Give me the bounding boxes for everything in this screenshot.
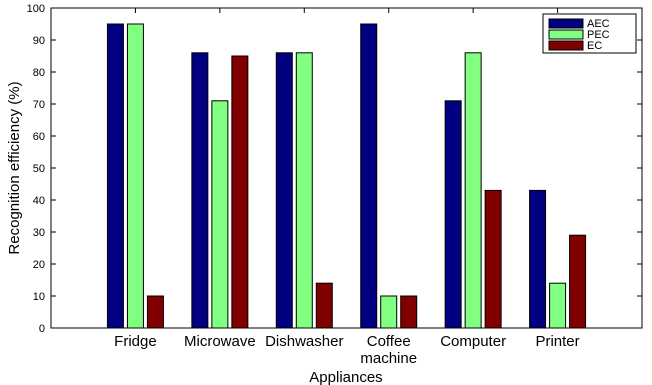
bar-aec-0 (106, 23, 124, 329)
bar-aec-5 (529, 189, 547, 329)
y-tick-label: 20 (33, 259, 45, 271)
bar-pec-4 (464, 52, 482, 329)
bar-aec-2 (275, 52, 293, 329)
y-axis-ticks: 0 10 20 30 40 50 60 70 80 90 100 (27, 3, 642, 335)
y-tick-label: 90 (33, 35, 45, 47)
y-tick-label: 50 (33, 163, 45, 175)
legend-label-ec: EC (587, 40, 602, 52)
bar-pec-2 (295, 52, 313, 329)
y-tick-label: 30 (33, 227, 45, 239)
bar-ec-2 (315, 282, 333, 329)
y-tick-label: 70 (33, 99, 45, 111)
bar-ec-4 (484, 189, 502, 329)
legend-swatch-pec (548, 29, 584, 40)
x-category-label: Dishwasher (265, 333, 343, 350)
y-axis-title: Recognition efficiency (%) (6, 81, 23, 254)
x-category-label: Microwave (184, 333, 256, 350)
bars (106, 23, 587, 329)
legend-swatch-ec (548, 40, 584, 51)
y-tick-label: 40 (33, 195, 45, 207)
bar-aec-4 (444, 100, 462, 329)
bar-ec-0 (146, 295, 164, 329)
bar-aec-1 (191, 52, 209, 329)
x-category-label: machine (360, 350, 417, 367)
y-tick-label: 10 (33, 291, 45, 303)
x-axis-title: Appliances (309, 369, 382, 385)
legend-label-aec: AEC (587, 18, 610, 30)
y-tick-label: 100 (27, 3, 45, 15)
x-category-label: Coffee (367, 333, 411, 350)
bar-pec-3 (380, 295, 398, 329)
x-category-label: Computer (440, 333, 506, 350)
bar-ec-1 (231, 55, 249, 329)
bar-pec-0 (126, 23, 144, 329)
legend-label-pec: PEC (587, 29, 610, 41)
legend-swatch-aec (548, 18, 584, 29)
x-category-label: Fridge (114, 333, 157, 350)
x-category-label: Printer (535, 333, 579, 350)
y-tick-label: 60 (33, 131, 45, 143)
bar-pec-5 (549, 282, 567, 329)
y-tick-label: 0 (39, 323, 45, 335)
bar-aec-3 (360, 23, 378, 329)
bar-ec-5 (569, 234, 587, 329)
bar-ec-3 (400, 295, 418, 329)
y-tick-label: 80 (33, 67, 45, 79)
bar-pec-1 (211, 100, 229, 329)
